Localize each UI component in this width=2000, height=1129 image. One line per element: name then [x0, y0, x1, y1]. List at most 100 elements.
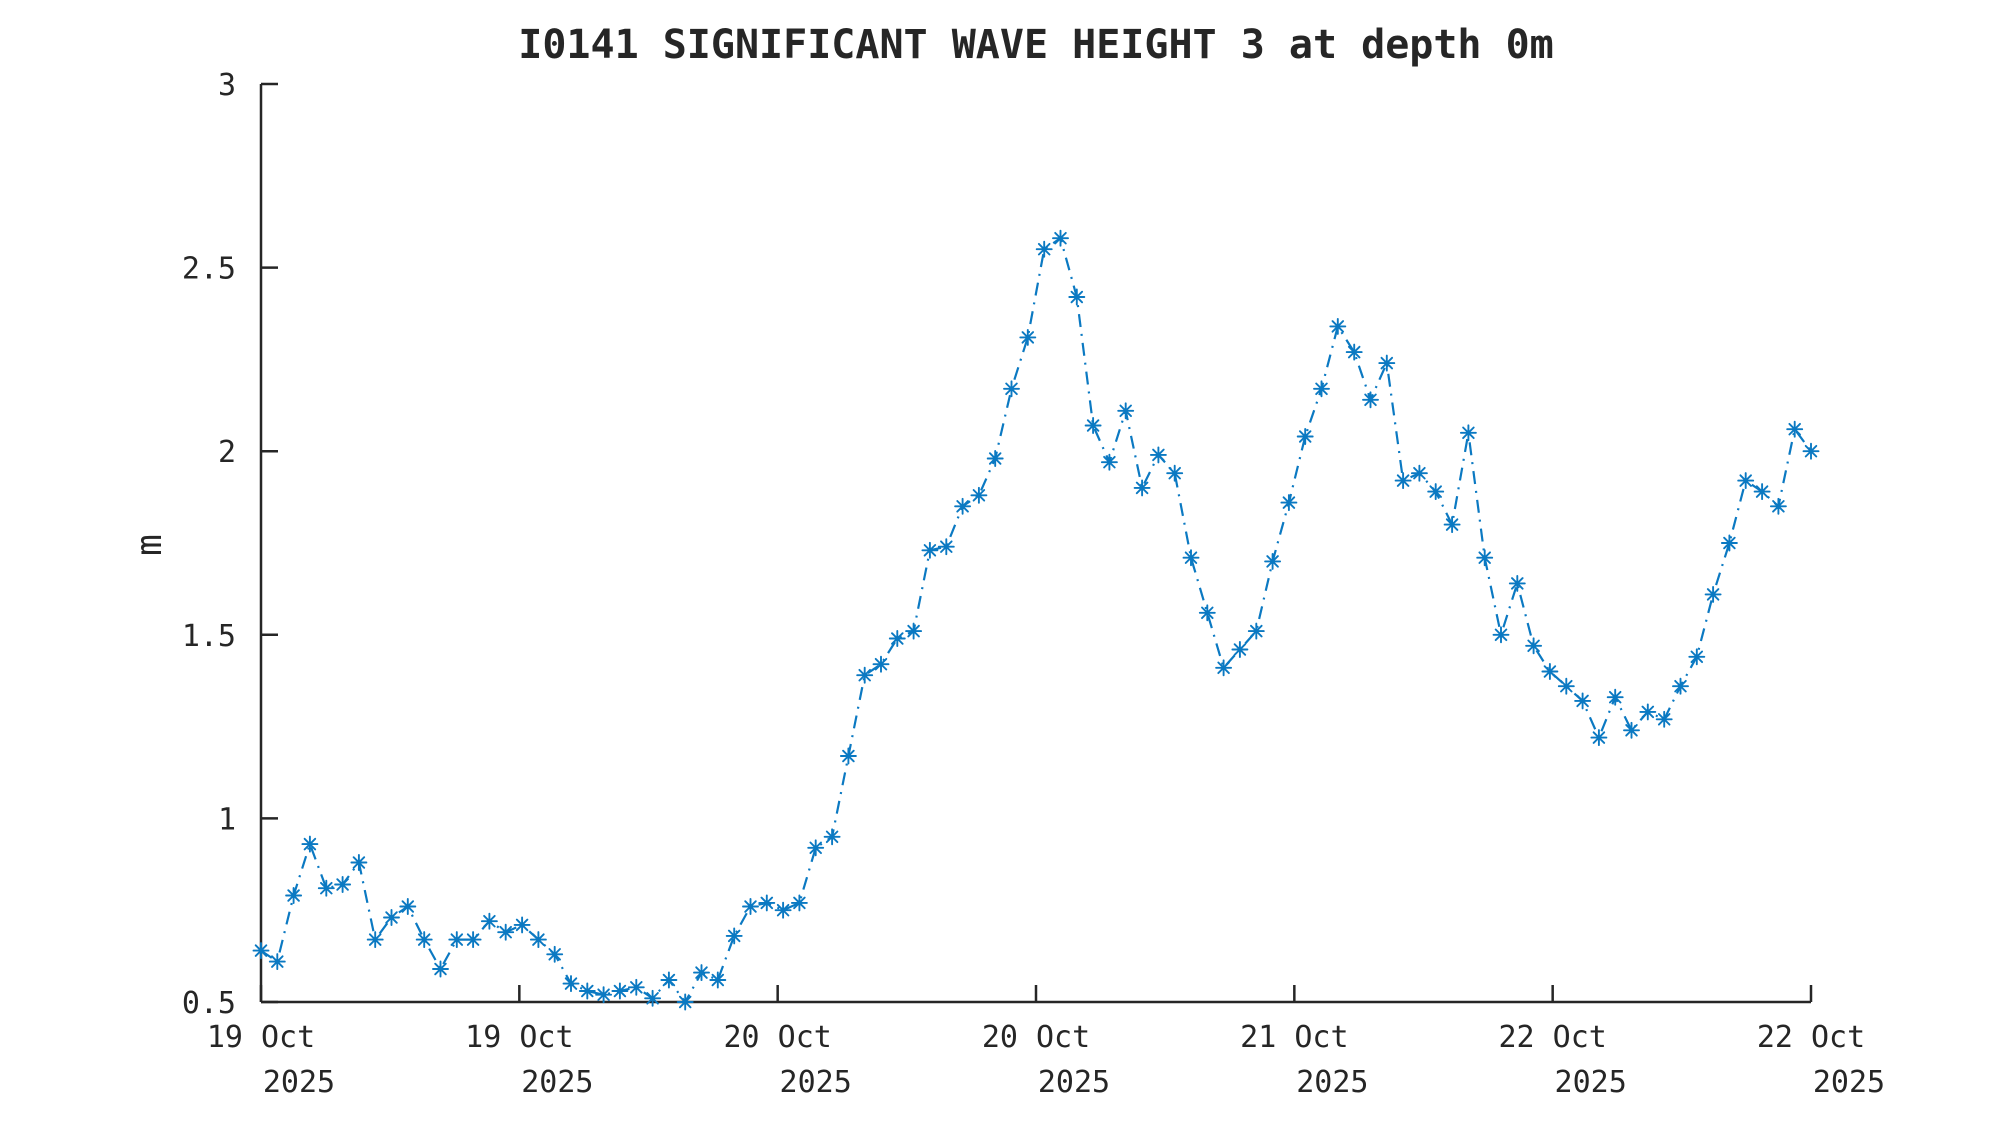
- x-tick-label-day: 20 Oct: [723, 1020, 831, 1055]
- data-point-marker: [1362, 391, 1379, 409]
- data-point-marker: [268, 953, 286, 971]
- x-tick-label-year: 2025: [1296, 1065, 1368, 1100]
- y-tick-label: 3: [218, 68, 236, 103]
- data-point-marker: [921, 541, 939, 559]
- data-point-marker: [350, 854, 368, 871]
- data-point-marker: [546, 945, 564, 963]
- data-point-marker: [1410, 464, 1428, 482]
- data-point-marker: [1655, 710, 1673, 728]
- data-point-marker: [888, 630, 906, 647]
- data-point-marker: [725, 927, 743, 945]
- x-tick-label-year: 2025: [780, 1065, 852, 1100]
- data-point-marker: [872, 655, 890, 673]
- data-point-marker: [1557, 677, 1575, 695]
- data-point-marker: [1117, 402, 1135, 420]
- data-point-marker: [1280, 494, 1298, 512]
- data-point-marker: [1084, 417, 1102, 434]
- data-point-marker: [1525, 637, 1543, 655]
- data-point-marker: [1704, 585, 1722, 603]
- data-point-marker: [1378, 354, 1396, 372]
- data-point-marker: [1198, 604, 1216, 622]
- data-point-marker: [1459, 424, 1477, 442]
- data-point-marker: [790, 894, 808, 912]
- data-series: [252, 229, 1820, 1011]
- x-tick-label-day: 19 Oct: [465, 1020, 573, 1055]
- data-point-marker: [627, 978, 645, 996]
- data-point-marker: [1541, 663, 1559, 680]
- data-point-marker: [1247, 622, 1265, 640]
- x-tick-label-day: 22 Oct: [1757, 1020, 1865, 1055]
- data-point-marker: [1590, 729, 1608, 747]
- data-point-marker: [1802, 442, 1820, 460]
- data-point-marker: [399, 898, 417, 915]
- data-point-marker: [497, 923, 515, 941]
- data-point-marker: [644, 989, 662, 1007]
- data-point-marker: [366, 931, 384, 949]
- y-tick-label: 1.5: [182, 619, 236, 654]
- data-point-marker: [1166, 464, 1184, 482]
- data-point-marker: [1068, 288, 1086, 306]
- data-point-marker: [562, 975, 580, 993]
- x-tick-label-day: 20 Oct: [982, 1020, 1090, 1055]
- data-point-marker: [611, 982, 629, 1000]
- data-point-marker: [1149, 446, 1167, 464]
- y-tick-label: 0.5: [182, 986, 236, 1021]
- data-point-marker: [464, 931, 482, 949]
- data-point-marker: [383, 909, 400, 926]
- data-point-marker: [595, 986, 613, 1004]
- data-point-marker: [937, 538, 955, 556]
- data-point-marker: [334, 876, 352, 893]
- data-point-marker: [1019, 328, 1037, 346]
- data-point-marker: [1296, 428, 1314, 445]
- data-point-marker: [1639, 703, 1657, 721]
- data-point-marker: [529, 931, 547, 949]
- data-point-marker: [1264, 552, 1282, 570]
- y-tick-label: 1: [218, 802, 236, 837]
- x-tick-label-day: 19 Oct: [207, 1020, 315, 1055]
- data-point-marker: [1133, 479, 1151, 497]
- data-point-marker: [480, 912, 498, 930]
- chart-title: I0141 SIGNIFICANT WAVE HEIGHT 3 at depth…: [518, 22, 1554, 68]
- data-point-marker: [1688, 648, 1706, 666]
- x-tick-label-year: 2025: [1813, 1065, 1885, 1100]
- data-point-marker: [774, 901, 792, 919]
- data-point-marker: [1313, 380, 1330, 398]
- data-point-marker: [970, 486, 988, 504]
- data-point-marker: [1427, 483, 1445, 501]
- data-point-marker: [693, 964, 710, 982]
- data-point-marker: [823, 828, 841, 846]
- data-point-marker: [252, 942, 270, 960]
- data-point-marker: [1769, 497, 1787, 515]
- data-point-marker: [513, 916, 531, 934]
- data-point-marker: [1345, 343, 1363, 361]
- data-point-marker: [1476, 549, 1494, 567]
- x-tick-label-year: 2025: [1555, 1065, 1627, 1100]
- data-point-marker: [415, 931, 433, 949]
- data-point-marker: [954, 497, 972, 515]
- data-point-marker: [1215, 659, 1233, 677]
- data-point-marker: [1100, 453, 1118, 471]
- data-point-marker: [1035, 240, 1053, 258]
- data-point-marker: [301, 835, 319, 853]
- data-point-marker: [448, 931, 466, 949]
- data-point-marker: [1786, 420, 1804, 438]
- x-tick-label-year: 2025: [521, 1065, 593, 1100]
- data-point-marker: [1231, 641, 1249, 658]
- x-tick-label-year: 2025: [1038, 1065, 1110, 1100]
- data-point-marker: [1737, 472, 1755, 490]
- x-tick-label-day: 21 Oct: [1240, 1020, 1348, 1055]
- data-point-marker: [432, 960, 449, 978]
- x-tick-label-year: 2025: [263, 1065, 335, 1100]
- y-axis-label: m: [129, 534, 170, 556]
- data-point-marker: [1052, 229, 1069, 247]
- data-point-marker: [758, 894, 776, 912]
- data-point-marker: [1492, 626, 1510, 644]
- data-point-marker: [317, 879, 335, 897]
- data-point-marker: [1394, 472, 1412, 490]
- data-point-marker: [660, 971, 678, 989]
- data-point-marker: [1329, 317, 1347, 335]
- data-point-marker: [1003, 380, 1020, 398]
- data-point-marker: [1574, 692, 1592, 710]
- data-point-marker: [1720, 534, 1738, 552]
